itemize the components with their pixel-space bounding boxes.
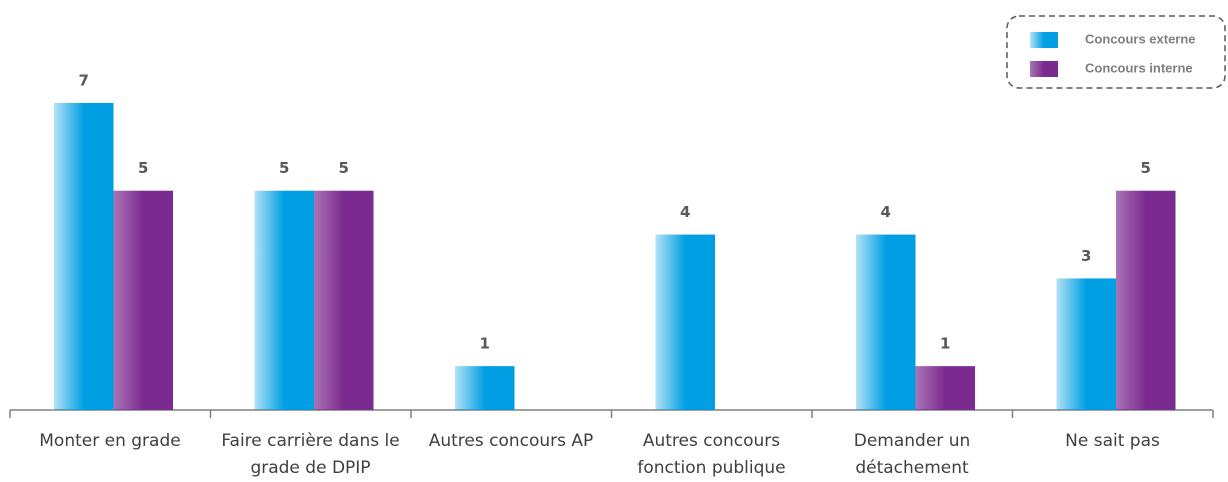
- value-label: 5: [279, 159, 289, 177]
- bar: [1056, 278, 1116, 410]
- value-label: 7: [79, 72, 89, 90]
- bar: [113, 190, 173, 410]
- bar: [314, 190, 374, 410]
- x-tick-label: Autres concours AP: [428, 431, 594, 451]
- value-label: 5: [1141, 159, 1151, 177]
- x-tick-label: Faire carrière dans le grade de DPIP: [221, 431, 400, 478]
- x-tick-label: Monter en grade: [39, 431, 181, 451]
- value-label: 5: [339, 159, 349, 177]
- legend-label: Concours externe: [1085, 31, 1196, 46]
- value-label: 3: [1081, 247, 1091, 265]
- value-label: 4: [680, 203, 690, 221]
- x-tick-label: Autres concours fonction publique: [637, 431, 786, 478]
- legend-swatch: [1030, 32, 1058, 48]
- bar: [915, 366, 975, 410]
- legend-box: [1006, 15, 1226, 89]
- value-label: 1: [480, 335, 490, 353]
- bar: [1116, 190, 1176, 410]
- bar: [655, 234, 715, 410]
- x-tick-label: Demander un détachement: [853, 431, 971, 478]
- value-label: 1: [940, 335, 950, 353]
- legend-label: Concours interne: [1085, 60, 1193, 75]
- legend-swatch: [1030, 61, 1058, 77]
- bar: [254, 190, 314, 410]
- x-tick-label: Ne sait pas: [1065, 431, 1160, 451]
- bar: [856, 234, 916, 410]
- value-label: 4: [881, 203, 891, 221]
- bar: [455, 366, 515, 410]
- value-label: 5: [138, 159, 148, 177]
- bar: [54, 103, 114, 410]
